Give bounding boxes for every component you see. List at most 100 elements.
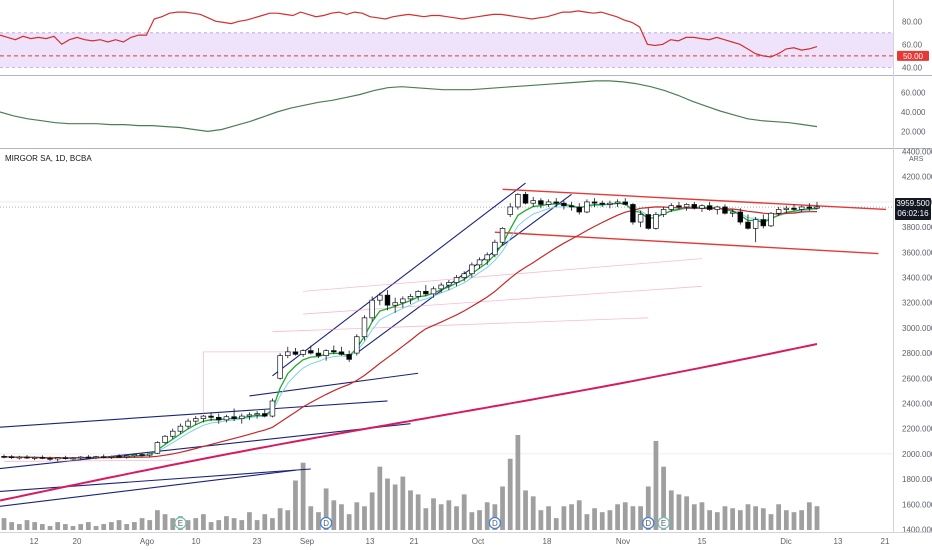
volume-bar — [408, 490, 413, 530]
volume-bar — [431, 498, 436, 530]
candle-body — [676, 205, 682, 208]
currency-label[interactable]: ARS — [909, 156, 924, 163]
volume-bar — [676, 494, 682, 530]
candle-body — [254, 413, 260, 416]
candle-body — [246, 414, 253, 417]
volume-bar — [132, 522, 137, 530]
volume-bar — [247, 512, 252, 530]
oscillator-tick-label: 60.000 — [901, 89, 926, 98]
candle-body — [208, 415, 214, 418]
volume-bar — [162, 514, 168, 530]
volume-bar — [791, 512, 797, 530]
candle-body — [1, 456, 7, 458]
volume-bar — [239, 520, 245, 530]
earnings-badge — [657, 516, 670, 530]
candle-body — [47, 457, 53, 460]
candle-body — [415, 291, 421, 297]
price-tick-label: 1400.000 — [902, 525, 932, 534]
candle-body — [308, 350, 314, 354]
trendline-flag-lower — [494, 231, 879, 255]
price-tick-label: 2000.000 — [902, 450, 932, 459]
candle-body — [599, 202, 605, 205]
candle-body — [760, 219, 767, 227]
candle-body — [614, 201, 621, 204]
candle-body — [131, 454, 138, 457]
rsi-panel: 50.00 80.00 60.00 40.00 — [0, 10, 929, 72]
trendline-support — [249, 372, 419, 397]
time-axis-label: 10 — [192, 537, 201, 546]
candle-body — [369, 299, 375, 319]
volume-bar — [262, 514, 268, 530]
volume-bar — [553, 518, 559, 530]
moving-average-slow — [3, 206, 818, 459]
candle-body — [331, 350, 337, 353]
volume-bar — [446, 500, 452, 530]
candle-body — [522, 194, 529, 204]
candle-body — [423, 291, 429, 295]
volume-bar — [55, 522, 61, 530]
bar-countdown: 06:02:16 — [897, 209, 929, 218]
candle-body — [93, 456, 99, 459]
rsi-midline-tag-label: 50.00 — [903, 52, 924, 61]
volume-bar — [730, 508, 736, 530]
volume-bar — [300, 462, 306, 530]
candle-body — [377, 294, 383, 301]
volume-bar — [668, 490, 674, 530]
volume-bar — [270, 518, 275, 530]
instrument-title[interactable]: MIRGOR SA, 1D, BCBA — [5, 154, 92, 163]
volume-bar — [737, 510, 743, 530]
volume-bar — [201, 514, 206, 530]
event-badge-label: D — [323, 519, 329, 528]
volume-bar — [561, 506, 567, 530]
volume-bar — [569, 504, 574, 530]
rsi-tick-label: 80.00 — [902, 17, 923, 26]
candle-body — [783, 207, 790, 210]
time-axis[interactable]: 12 20 Ago 10 23 Sep 13 21 Oct 18 Nov 15 Dic 13 21 — [30, 537, 890, 546]
volume-bar — [231, 518, 237, 530]
volume-bar — [722, 506, 728, 530]
volume-bar — [85, 522, 91, 530]
candle-body — [100, 456, 107, 459]
volume-bar — [469, 512, 475, 530]
volume-bar — [814, 506, 820, 530]
candle-body — [806, 206, 813, 209]
candle-body — [338, 351, 345, 355]
candle-body — [177, 425, 184, 432]
event-badge-label: D — [645, 519, 651, 528]
candle-body — [262, 413, 268, 417]
price-tick-label: 4200.000 — [902, 173, 932, 182]
volume-bar — [699, 502, 705, 530]
price-tick-label: 1800.000 — [902, 475, 932, 484]
volume-bar — [377, 466, 383, 530]
volume-bar — [62, 524, 68, 530]
volume-bar — [116, 520, 122, 530]
price-tick-label: 3000.000 — [902, 324, 932, 333]
volume-bar — [576, 500, 582, 530]
dividend-badge — [642, 516, 655, 530]
moving-average-long — [0, 343, 818, 502]
candle-body — [430, 288, 437, 295]
candle-body — [530, 200, 536, 204]
drawings[interactable] — [0, 182, 887, 507]
volume-bar — [806, 502, 812, 530]
trendline-channel-upper — [272, 182, 526, 377]
rsi-midline-tag — [897, 50, 929, 61]
time-axis-label: 20 — [73, 537, 82, 546]
candle-body — [154, 442, 161, 454]
candle-body — [722, 206, 728, 214]
candle-body — [492, 241, 498, 256]
candle-body — [300, 350, 306, 355]
candle-body — [660, 209, 667, 215]
volume-bar — [316, 512, 321, 530]
trendline-faint — [3, 459, 173, 462]
candle-body — [438, 284, 444, 290]
price-tick-label: 3800.000 — [902, 223, 932, 232]
time-axis-label: Ago — [140, 537, 155, 546]
volume-bar — [630, 506, 636, 530]
candle-body — [607, 202, 613, 205]
rsi-line — [0, 10, 818, 58]
candle-body — [668, 205, 675, 210]
time-axis-label: Dic — [780, 537, 792, 546]
